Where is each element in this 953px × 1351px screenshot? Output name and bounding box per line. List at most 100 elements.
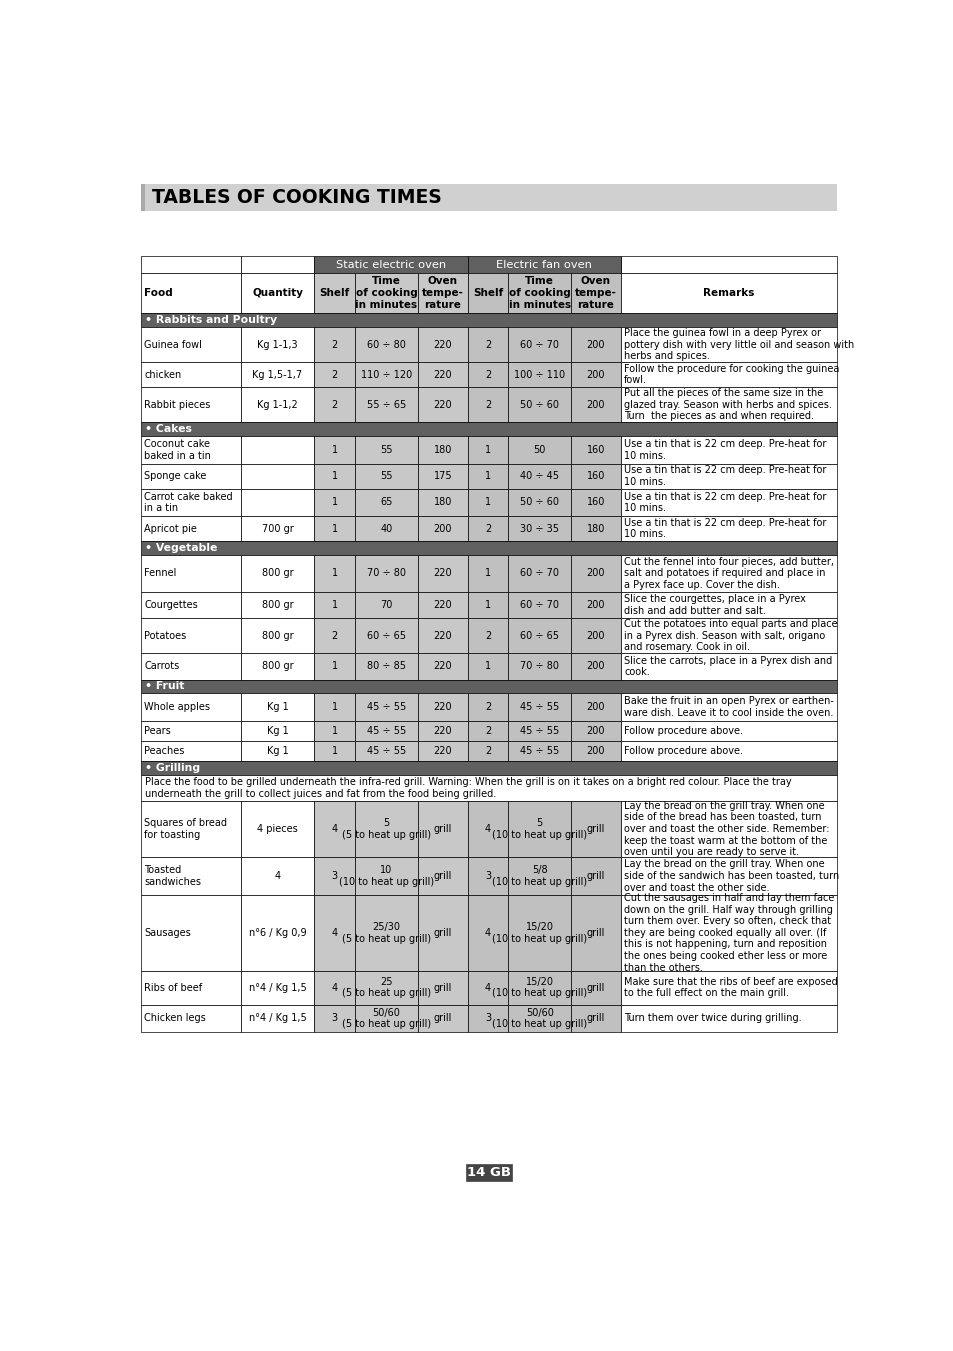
- Text: 60 ÷ 70: 60 ÷ 70: [519, 339, 558, 350]
- Text: 220: 220: [433, 339, 452, 350]
- Text: 1: 1: [332, 569, 337, 578]
- Text: • Fruit: • Fruit: [145, 681, 184, 692]
- Text: TABLES OF COOKING TIMES: TABLES OF COOKING TIMES: [152, 188, 441, 207]
- Text: Quantity: Quantity: [252, 288, 303, 299]
- Text: 200: 200: [586, 600, 604, 609]
- Bar: [141, 617, 240, 654]
- Text: 200: 200: [586, 703, 604, 712]
- Bar: [571, 489, 620, 516]
- Bar: [355, 1005, 417, 1032]
- Text: 25/30
(5 to heat up grill): 25/30 (5 to heat up grill): [341, 923, 431, 944]
- Text: 200: 200: [586, 569, 604, 578]
- Bar: [141, 592, 240, 617]
- Text: 4: 4: [332, 982, 337, 993]
- Text: 220: 220: [433, 600, 452, 609]
- Text: Slice the courgettes, place in a Pyrex
dish and add butter and salt.: Slice the courgettes, place in a Pyrex d…: [623, 594, 805, 616]
- Text: Courgettes: Courgettes: [144, 600, 197, 609]
- Bar: [417, 801, 467, 857]
- Text: 200: 200: [586, 746, 604, 757]
- Text: 3: 3: [332, 871, 337, 881]
- Text: Whole apples: Whole apples: [144, 703, 210, 712]
- Text: Electric fan oven: Electric fan oven: [496, 259, 592, 270]
- Bar: [467, 463, 508, 489]
- Text: Follow procedure above.: Follow procedure above.: [623, 725, 742, 736]
- Bar: [417, 970, 467, 1005]
- Bar: [314, 617, 355, 654]
- Bar: [314, 721, 355, 742]
- Bar: [467, 693, 508, 721]
- Bar: [355, 327, 417, 362]
- Text: 4: 4: [332, 824, 337, 834]
- Bar: [571, 463, 620, 489]
- Bar: [355, 463, 417, 489]
- Text: 60 ÷ 65: 60 ÷ 65: [367, 631, 406, 640]
- Bar: [141, 313, 836, 327]
- Bar: [314, 489, 355, 516]
- Bar: [417, 617, 467, 654]
- Bar: [240, 721, 314, 742]
- Text: Ribs of beef: Ribs of beef: [144, 982, 202, 993]
- Bar: [571, 1005, 620, 1032]
- Text: 180: 180: [433, 497, 452, 508]
- Bar: [240, 801, 314, 857]
- Bar: [620, 801, 836, 857]
- Bar: [467, 555, 508, 592]
- Text: Apricot pie: Apricot pie: [144, 524, 196, 534]
- Text: 800 gr: 800 gr: [261, 600, 294, 609]
- Text: 100 ÷ 110: 100 ÷ 110: [514, 370, 565, 380]
- Bar: [314, 592, 355, 617]
- Text: grill: grill: [433, 928, 452, 938]
- Text: Place the guinea fowl in a deep Pyrex or
pottery dish with very little oil and s: Place the guinea fowl in a deep Pyrex or…: [623, 328, 853, 361]
- Bar: [467, 1005, 508, 1032]
- Text: grill: grill: [433, 1013, 452, 1023]
- Bar: [314, 693, 355, 721]
- Bar: [417, 436, 467, 463]
- Text: 3: 3: [484, 1013, 491, 1023]
- Text: 45 ÷ 55: 45 ÷ 55: [519, 725, 558, 736]
- Bar: [417, 516, 467, 540]
- Bar: [620, 721, 836, 742]
- Text: 45 ÷ 55: 45 ÷ 55: [367, 746, 406, 757]
- Text: 3: 3: [484, 871, 491, 881]
- Bar: [508, 516, 571, 540]
- Bar: [355, 436, 417, 463]
- Bar: [467, 654, 508, 680]
- Text: Kg 1: Kg 1: [267, 725, 288, 736]
- Text: 200: 200: [586, 400, 604, 409]
- Text: grill: grill: [586, 824, 604, 834]
- Text: Carrots: Carrots: [144, 662, 179, 671]
- Text: 220: 220: [433, 400, 452, 409]
- Bar: [314, 516, 355, 540]
- Bar: [355, 592, 417, 617]
- Bar: [240, 592, 314, 617]
- Text: 4: 4: [332, 928, 337, 938]
- Text: 1: 1: [484, 662, 491, 671]
- Bar: [620, 327, 836, 362]
- Text: Oven
tempe-
rature: Oven tempe- rature: [575, 277, 617, 309]
- Bar: [240, 742, 314, 761]
- Bar: [571, 273, 620, 313]
- Text: 45 ÷ 55: 45 ÷ 55: [519, 746, 558, 757]
- Text: Fennel: Fennel: [144, 569, 176, 578]
- Text: grill: grill: [586, 928, 604, 938]
- Text: 15/20
(10 to heat up grill): 15/20 (10 to heat up grill): [492, 923, 587, 944]
- Bar: [417, 327, 467, 362]
- Text: 70 ÷ 80: 70 ÷ 80: [519, 662, 558, 671]
- Text: Potatoes: Potatoes: [144, 631, 186, 640]
- Bar: [141, 273, 240, 313]
- Bar: [571, 436, 620, 463]
- Bar: [355, 721, 417, 742]
- Text: 55 ÷ 65: 55 ÷ 65: [367, 400, 406, 409]
- Text: 160: 160: [586, 444, 604, 455]
- Bar: [314, 273, 355, 313]
- Bar: [240, 654, 314, 680]
- Text: Time
of cooking
in minutes: Time of cooking in minutes: [355, 277, 417, 309]
- Bar: [508, 592, 571, 617]
- Bar: [141, 654, 240, 680]
- Text: 2: 2: [332, 631, 337, 640]
- Text: 45 ÷ 55: 45 ÷ 55: [519, 703, 558, 712]
- Bar: [620, 617, 836, 654]
- Text: grill: grill: [586, 1013, 604, 1023]
- Text: 2: 2: [484, 370, 491, 380]
- Text: Kg 1-1,3: Kg 1-1,3: [257, 339, 297, 350]
